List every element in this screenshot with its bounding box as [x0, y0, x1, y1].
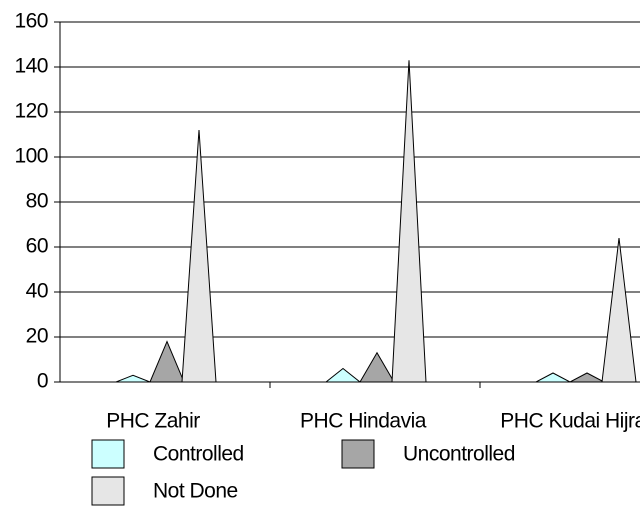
y-tick-label: 160	[14, 10, 48, 33]
y-tick-label: 60	[26, 235, 48, 258]
spike	[115, 374, 151, 383]
y-tick-label: 40	[26, 280, 48, 303]
x-tick-label: PHC Kudai Hijra	[500, 410, 640, 433]
spike	[181, 129, 217, 383]
spike	[359, 351, 395, 383]
y-tick-label: 120	[14, 100, 48, 123]
legend-label: Uncontrolled	[403, 443, 515, 466]
y-tick-label: 80	[26, 190, 48, 213]
spike	[535, 372, 571, 383]
y-tick-label: 100	[14, 145, 48, 168]
legend-label: Controlled	[153, 443, 244, 466]
legend-swatch	[91, 439, 125, 469]
spike	[391, 60, 427, 383]
y-tick-label: 140	[14, 55, 48, 78]
y-tick-label: 0	[37, 370, 48, 393]
legend-label: Not Done	[153, 480, 238, 503]
spike	[569, 372, 605, 383]
x-tick-label: PHC Zahir	[106, 410, 200, 433]
legend-swatch	[91, 476, 125, 506]
y-tick-label: 20	[26, 325, 48, 348]
spike	[324, 367, 362, 383]
legend-swatch	[341, 439, 375, 469]
spike	[149, 340, 185, 383]
x-tick-label: PHC Hindavia	[300, 410, 427, 433]
spike	[601, 237, 637, 383]
